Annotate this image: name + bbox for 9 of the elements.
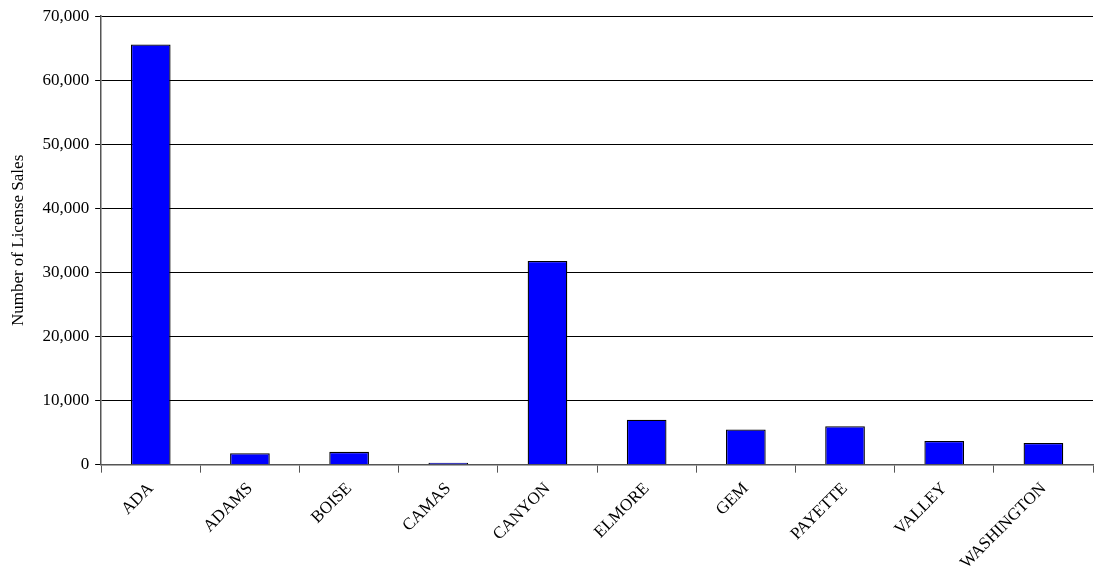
y-tick-label: 20,000 bbox=[42, 326, 90, 345]
y-tick-label: 60,000 bbox=[42, 69, 90, 89]
y-tick-label: 10,000 bbox=[42, 390, 90, 410]
y-tick-label: 0 bbox=[80, 454, 90, 474]
y-tick-label: 30,000 bbox=[42, 261, 90, 281]
y-axis-title: Number of License Sales bbox=[7, 154, 27, 327]
y-tick-label: 70,000 bbox=[42, 5, 90, 25]
y-tick-label: 40,000 bbox=[42, 197, 90, 217]
y-tick-label: 50,000 bbox=[42, 133, 90, 153]
